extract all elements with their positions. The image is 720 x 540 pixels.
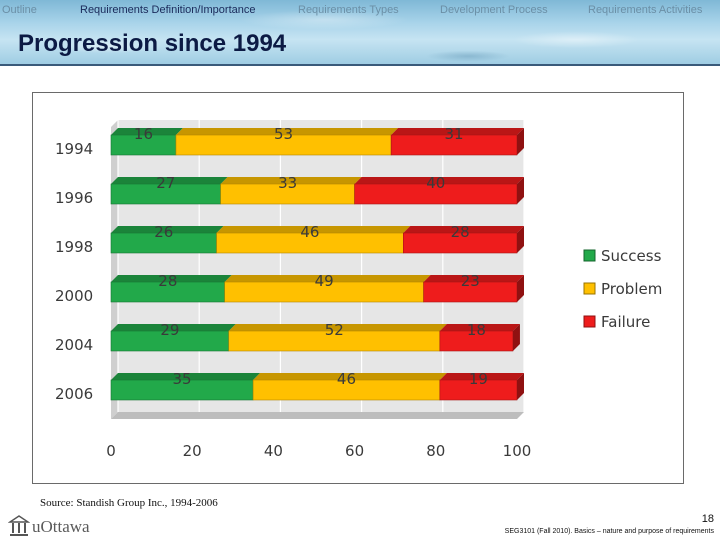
x-tick-100: 100 bbox=[503, 442, 532, 460]
data-label-1996-success: 27 bbox=[156, 174, 175, 192]
category-label-1994: 1994 bbox=[55, 140, 93, 158]
data-label-1996-failure: 40 bbox=[426, 174, 445, 192]
data-label-2000-failure: 23 bbox=[461, 272, 480, 290]
legend-swatch-failure bbox=[583, 315, 596, 328]
gridlines bbox=[117, 120, 525, 412]
bar-top-2000-problem bbox=[224, 275, 431, 282]
plot-floor bbox=[111, 412, 524, 419]
nav-item-requirements-types[interactable]: Requirements Types bbox=[298, 4, 399, 16]
bar-top-1996-problem bbox=[220, 177, 362, 184]
bar-top-1994-failure bbox=[391, 128, 524, 135]
bar-top-1994-success bbox=[111, 128, 183, 135]
data-label-2006-problem: 46 bbox=[337, 370, 356, 388]
header-divider bbox=[0, 64, 720, 66]
bar-top-2006-success bbox=[111, 373, 261, 380]
bar-side-2004 bbox=[512, 324, 520, 351]
category-label-1998: 1998 bbox=[55, 238, 93, 256]
category-labels: 1994 1996 1998 2000 2004 2006 bbox=[55, 140, 93, 403]
legend-swatch-problem bbox=[583, 282, 596, 295]
data-label-1998-problem: 46 bbox=[300, 223, 319, 241]
data-label-2000-success: 28 bbox=[158, 272, 177, 290]
data-label-1998-failure: 28 bbox=[451, 223, 470, 241]
data-label-2006-failure: 19 bbox=[469, 370, 488, 388]
data-label-1994-success: 16 bbox=[134, 125, 153, 143]
bar-top-2004-success bbox=[111, 324, 236, 331]
bar-top-2000-failure bbox=[423, 275, 524, 282]
data-label-2000-problem: 49 bbox=[315, 272, 334, 290]
nav-item-development-process[interactable]: Development Process bbox=[440, 4, 548, 16]
section-nav: Outline Requirements Definition/Importan… bbox=[0, 4, 720, 18]
bar-top-2006-problem bbox=[253, 373, 447, 380]
bar-top-1994-problem bbox=[175, 128, 399, 135]
course-footer: SEG3101 (Fall 2010). Basics – nature and… bbox=[504, 528, 714, 535]
data-label-1994-problem: 53 bbox=[274, 125, 293, 143]
category-label-2006: 2006 bbox=[55, 385, 93, 403]
bar-side-1996 bbox=[517, 177, 524, 204]
logo-text: uOttawa bbox=[32, 517, 90, 536]
university-logo-icon bbox=[8, 515, 30, 536]
legend-label-success: Success bbox=[601, 247, 662, 265]
category-label-2000: 2000 bbox=[55, 287, 93, 305]
bar-top-1998-success bbox=[111, 226, 224, 233]
x-tick-80: 80 bbox=[426, 442, 445, 460]
legend: Success Problem Failure bbox=[583, 247, 662, 331]
bar-top-2004-problem bbox=[228, 324, 447, 331]
data-label-2004-failure: 18 bbox=[467, 321, 486, 339]
slide-header: Outline Requirements Definition/Importan… bbox=[0, 0, 720, 66]
bar-side-2000 bbox=[517, 275, 524, 302]
nav-item-requirements-definition[interactable]: Requirements Definition/Importance bbox=[80, 4, 256, 16]
data-label-2006-success: 35 bbox=[173, 370, 192, 388]
legend-label-problem: Problem bbox=[601, 280, 662, 298]
bar-top-1998-failure bbox=[403, 226, 524, 233]
bar-top-1996-failure bbox=[354, 177, 524, 184]
x-tick-labels: 0 20 40 60 80 100 bbox=[106, 442, 531, 460]
page-title: Progression since 1994 bbox=[18, 30, 287, 57]
stacked-bar-chart: 16 53 31 27 33 40 26 46 28 28 49 23 29 52 18 35 46 19 199… bbox=[55, 120, 662, 460]
bar-side-1994 bbox=[517, 128, 524, 155]
legend-swatch-success bbox=[583, 249, 596, 262]
data-label-1996-problem: 33 bbox=[278, 174, 297, 192]
bar-top-1996-success bbox=[111, 177, 228, 184]
bar-top-2006-failure bbox=[439, 373, 524, 380]
data-label-2004-problem: 52 bbox=[325, 321, 344, 339]
page-number: 18 bbox=[701, 513, 714, 525]
chart-frame: 16 53 31 27 33 40 26 46 28 28 49 23 29 52 18 35 46 19 199… bbox=[32, 92, 684, 484]
bar-top-2000-success bbox=[111, 275, 232, 282]
category-label-2004: 2004 bbox=[55, 336, 93, 354]
plot-background bbox=[111, 120, 524, 419]
x-tick-20: 20 bbox=[183, 442, 202, 460]
data-label-1998-success: 26 bbox=[154, 223, 173, 241]
source-note: Source: Standish Group Inc., 1994-2006 bbox=[40, 497, 218, 509]
nav-item-outline[interactable]: Outline bbox=[2, 4, 37, 16]
legend-label-failure: Failure bbox=[601, 313, 650, 331]
nav-item-requirements-activities[interactable]: Requirements Activities bbox=[588, 4, 703, 16]
x-tick-40: 40 bbox=[264, 442, 283, 460]
bars bbox=[110, 128, 524, 401]
bar-top-1998-problem bbox=[216, 226, 411, 233]
data-label-1994-failure: 31 bbox=[445, 125, 464, 143]
plot-back-wall bbox=[118, 120, 524, 412]
bar-top-2004-failure bbox=[439, 324, 520, 331]
category-label-1996: 1996 bbox=[55, 189, 93, 207]
data-label-2004-success: 29 bbox=[160, 321, 179, 339]
bar-side-2006 bbox=[517, 373, 524, 400]
data-labels: 16 53 31 27 33 40 26 46 28 28 49 23 29 52 18 35 46 19 bbox=[134, 125, 488, 388]
x-tick-0: 0 bbox=[106, 442, 116, 460]
x-tick-60: 60 bbox=[345, 442, 364, 460]
bar-side-1998 bbox=[517, 226, 524, 253]
